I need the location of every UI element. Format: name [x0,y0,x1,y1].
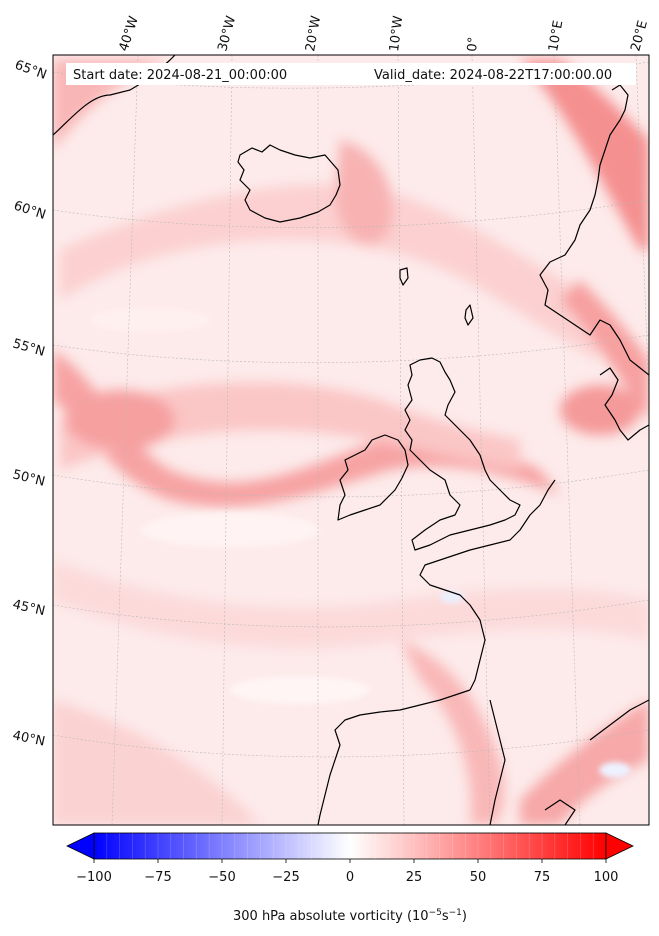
coastline-france-benelux [419,479,556,691]
lon-label-10w: 10°W [387,15,406,53]
vorticity-band-north [60,184,600,360]
lon-label-40w: 40°W [117,14,142,53]
vorticity-band-southwest [53,700,260,825]
start-date-label: Start date: 2024-08-21_00:00:00 [73,68,287,83]
vorticity-low-east [560,385,640,435]
lat-label-45n: 45°N [11,597,46,619]
colorbar-extend-max [605,832,634,860]
meridian-30w [221,55,233,825]
colorbar-label-unit: s [442,909,449,924]
coastline-iberia [317,689,471,825]
colorbar-tick-label: 0 [346,870,354,885]
parallel-60n [53,199,649,228]
lat-label-50n: 50°N [11,467,46,489]
colorbar-tick-label: −25 [272,870,299,885]
colorbar-tick-label: 75 [534,870,551,885]
coastline-italy-balkans [544,799,576,825]
colorbar-tick-label: 50 [470,870,487,885]
colorbar-label-close: ) [462,909,467,924]
lon-label-20w: 20°W [303,15,324,53]
meridian-20e [635,55,649,409]
colorbar: −100 −75 −50 −25 0 25 50 75 100 300 hPa absolute… [66,832,634,924]
meridian-40w [111,55,139,825]
colorbar-label: 300 hPa absolute vorticity (10−5s−1) [233,908,467,924]
coastline-ireland [337,434,409,521]
latitude-labels: 65°N 60°N 55°N 50°N 45°N 40°N [11,58,49,750]
vorticity-band-jet [53,350,560,507]
coastlines [53,55,649,825]
colorbar-label-exponent: −5 [429,908,442,918]
graticule [53,55,649,825]
coastline-scandinavia [539,84,649,376]
lon-label-30w: 30°W [215,14,239,53]
colorbar-tick-label: −100 [76,870,112,885]
colorbar-tick-label: 25 [406,870,423,885]
vorticity-field [53,60,649,825]
vorticity-weak-areas [90,308,631,778]
parallel-45n [53,599,649,628]
vorticity-band-iceland [335,140,393,245]
coastline-southeast-europe [589,699,649,741]
meridian-10e [553,55,581,825]
lat-label-55n: 55°N [11,336,47,359]
vorticity-band-southeast [520,700,649,825]
colorbar-body [93,832,607,860]
negative-vorticity-2 [599,762,631,778]
coastline-iceland [237,144,341,223]
lon-label-10e: 10°E [546,19,566,52]
parallel-55n [53,334,649,363]
meridian-0 [471,55,491,825]
weak-vorticity-3 [230,676,370,704]
colorbar-tick-label: −50 [208,870,235,885]
colorbar-tick-label: −75 [144,870,171,885]
vorticity-band-scandinavia [560,280,649,420]
lon-label-0: 0° [465,36,481,52]
meridian-10w [397,55,405,825]
coastline-great-britain [404,357,521,551]
parallel-50n [53,469,649,498]
coastline-shetland [464,304,474,326]
lat-label-65n: 65°N [13,58,49,83]
colorbar-extend-min [66,832,95,860]
header-background [66,63,636,85]
colorbar-ticks: −100 −75 −50 −25 0 25 50 75 100 [76,833,618,885]
lon-label-20e: 20°E [628,19,651,53]
lat-label-60n: 60°N [12,199,48,223]
vorticity-low-west [65,390,175,450]
colorbar-label-exponent-2: −1 [449,908,462,918]
valid-date-label: Valid_date: 2024-08-22T17:00:00.00 [374,68,612,83]
vorticity-band-subtropics [53,560,649,648]
vorticity-band-norway [520,60,649,250]
coastline-mediterranean [489,699,506,825]
colorbar-tick-label: 100 [594,870,619,885]
vorticity-band-iberia [400,640,505,825]
lat-label-40n: 40°N [11,728,46,749]
coastline-faroe-islands [399,267,409,286]
colorbar-label-text: 300 hPa absolute vorticity (10 [233,909,429,924]
weak-vorticity-1 [140,512,320,548]
longitude-labels: 40°W 30°W 20°W 10°W 0° 10°E 20°E [117,14,651,53]
map-frame [52,54,650,826]
weak-vorticity-2 [90,308,210,332]
coastline-denmark [599,367,649,441]
map-panel [53,55,649,825]
parallel-40n [53,729,649,758]
vorticity-band-central [60,382,520,470]
